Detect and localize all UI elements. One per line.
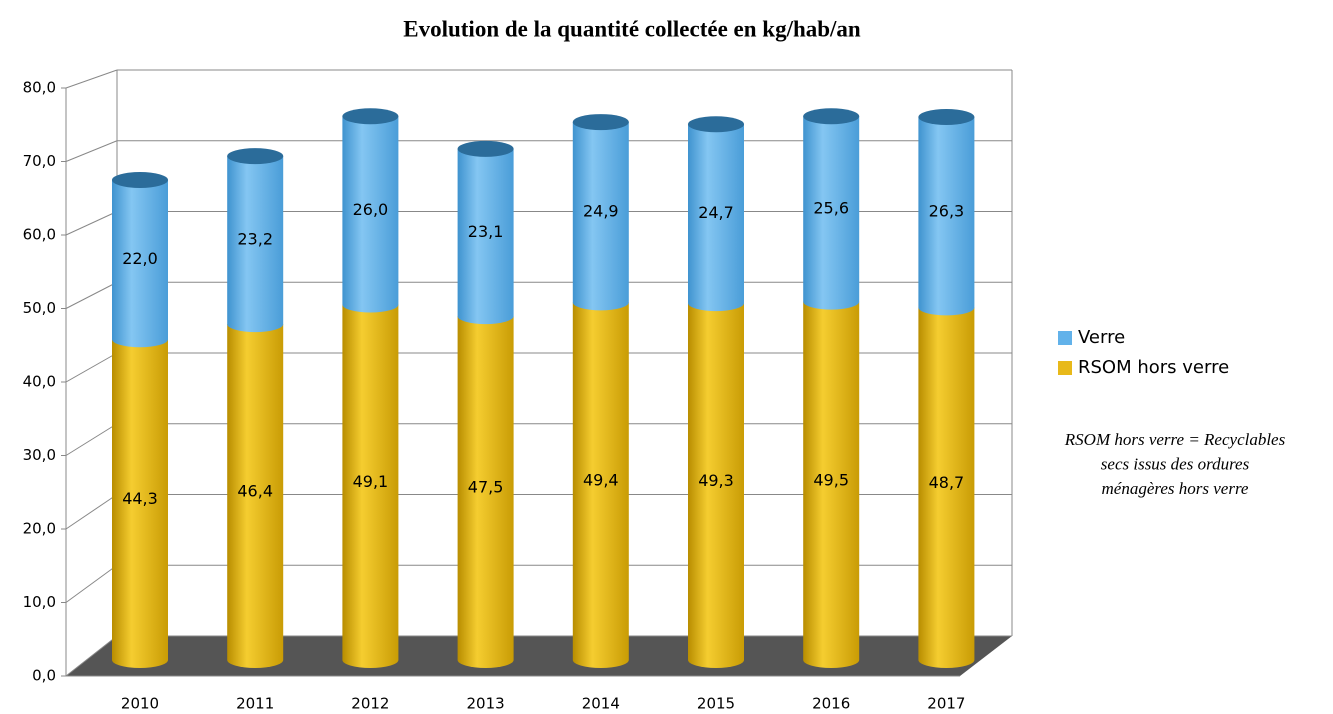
data-label: 22,0	[122, 249, 158, 268]
data-label: 25,6	[813, 198, 849, 217]
x-tick-label: 2015	[697, 695, 735, 713]
x-tick-label: 2011	[236, 695, 274, 713]
legend-swatch	[1058, 331, 1072, 345]
y-tick-label: 50,0	[23, 299, 56, 317]
x-tick-label: 2017	[927, 695, 965, 713]
data-label: 49,4	[583, 471, 619, 490]
y-tick-label: 10,0	[23, 593, 56, 611]
bar-cap	[572, 114, 629, 131]
data-label: 24,7	[698, 203, 734, 222]
grid-line	[65, 140, 118, 162]
y-tick-label: 60,0	[23, 226, 56, 244]
y-tick-label: 40,0	[23, 373, 56, 391]
bar	[688, 303, 744, 668]
grid-line	[65, 494, 118, 530]
bar	[227, 324, 284, 668]
grid-line	[65, 69, 118, 89]
y-tick-label: 80,0	[23, 79, 56, 97]
y-tick-label: 30,0	[23, 446, 56, 464]
bar-cap	[918, 109, 975, 125]
legend-label: Verre	[1078, 327, 1125, 348]
note: ménagères hors verre	[1102, 479, 1249, 498]
data-label: 23,2	[237, 230, 273, 249]
chart-title: Evolution de la quantité collectée en kg…	[403, 16, 861, 41]
bar	[572, 122, 629, 311]
bar	[342, 304, 399, 668]
x-tick-label: 2010	[121, 695, 159, 713]
data-label: 26,3	[929, 202, 965, 221]
x-tick-label: 2012	[351, 695, 389, 713]
grid-line	[65, 281, 118, 309]
bar-cap	[112, 171, 168, 188]
data-label: 48,7	[929, 473, 965, 492]
bar	[112, 179, 168, 348]
y-tick-label: 20,0	[23, 520, 56, 538]
x-tick-label: 2016	[812, 695, 850, 713]
bar	[803, 116, 860, 310]
bar-cap	[227, 148, 284, 165]
bar-cap	[688, 116, 744, 133]
bar	[342, 116, 399, 313]
bar	[688, 124, 744, 312]
data-label: 47,5	[468, 478, 504, 497]
bar-cap	[457, 140, 514, 157]
data-label: 23,1	[468, 222, 504, 241]
grid-line	[65, 564, 118, 603]
legend-swatch	[1058, 361, 1072, 375]
floor	[66, 636, 1012, 676]
grid-line	[65, 423, 118, 456]
grid-line	[65, 211, 118, 236]
bar	[918, 307, 975, 668]
y-tick-label: 70,0	[23, 152, 56, 170]
grid-line	[65, 352, 118, 383]
bar	[457, 316, 514, 668]
data-label: 44,3	[122, 489, 158, 508]
data-label: 46,4	[237, 482, 273, 501]
x-tick-label: 2014	[582, 695, 620, 713]
x-tick-label: 2013	[467, 695, 505, 713]
note: secs issus des ordures	[1101, 454, 1250, 473]
data-label: 24,9	[583, 202, 619, 221]
bar-cap	[803, 108, 860, 125]
data-label: 49,5	[813, 470, 849, 489]
data-label: 49,1	[353, 472, 389, 491]
legend-label: RSOM hors verre	[1078, 357, 1229, 378]
grid-line	[65, 635, 118, 677]
bar	[227, 156, 284, 333]
note: RSOM hors verre = Recyclables	[1064, 430, 1286, 449]
bar	[918, 117, 975, 316]
data-label: 26,0	[353, 200, 389, 219]
bar	[112, 339, 168, 668]
bar	[457, 148, 514, 325]
bar	[572, 302, 629, 668]
bar	[803, 301, 860, 668]
bar-cap	[342, 108, 399, 125]
y-tick-label: 0,0	[32, 667, 56, 685]
data-label: 49,3	[698, 471, 734, 490]
